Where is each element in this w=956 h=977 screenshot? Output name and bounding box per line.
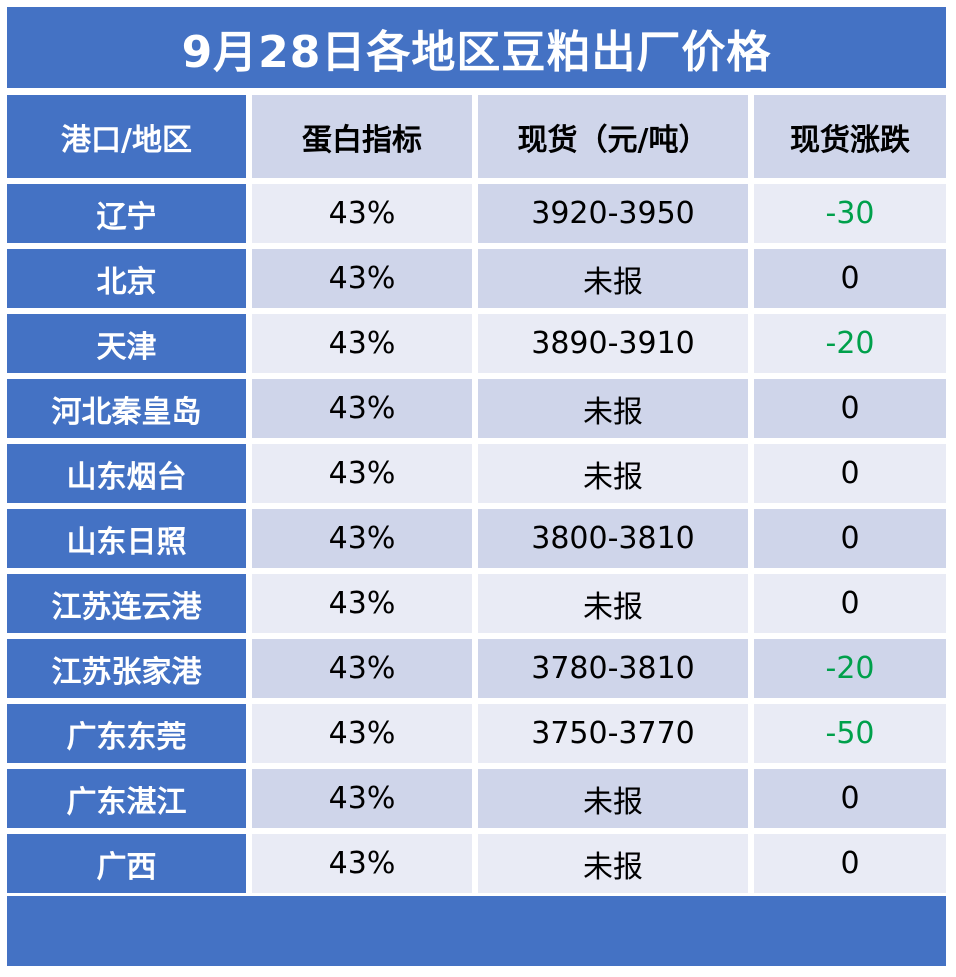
table-row-region: 广东湛江 xyxy=(7,769,246,828)
table-row-price-change: -30 xyxy=(754,184,946,243)
table-row-protein: 43% xyxy=(252,574,472,633)
table-row-price-change: 0 xyxy=(754,509,946,568)
price-table: 港口/地区 蛋白指标 现货（元/吨） 现货涨跌 辽宁 43% 3920-3950… xyxy=(7,95,946,893)
table-row-region: 江苏连云港 xyxy=(7,574,246,633)
table-row-price-change: 0 xyxy=(754,249,946,308)
table-row-spot-price: 未报 xyxy=(478,834,748,893)
footer-bar xyxy=(7,896,946,966)
table-row-protein: 43% xyxy=(252,314,472,373)
table-row-spot-price: 3890-3910 xyxy=(478,314,748,373)
table-row-region: 河北秦皇岛 xyxy=(7,379,246,438)
table-row-spot-price: 未报 xyxy=(478,574,748,633)
table-row-price-change: -20 xyxy=(754,314,946,373)
table-row-protein: 43% xyxy=(252,509,472,568)
table-row-spot-price: 未报 xyxy=(478,444,748,503)
table-row-spot-price: 3780-3810 xyxy=(478,639,748,698)
table-row-protein: 43% xyxy=(252,704,472,763)
column-header-spot-price: 现货（元/吨） xyxy=(478,95,748,178)
table-row-protein: 43% xyxy=(252,444,472,503)
table-row-spot-price: 3750-3770 xyxy=(478,704,748,763)
table-row-region: 山东烟台 xyxy=(7,444,246,503)
table-row-price-change: 0 xyxy=(754,834,946,893)
table-row-protein: 43% xyxy=(252,834,472,893)
table-row-region: 广西 xyxy=(7,834,246,893)
table-row-protein: 43% xyxy=(252,639,472,698)
column-header-protein: 蛋白指标 xyxy=(252,95,472,178)
table-row-protein: 43% xyxy=(252,379,472,438)
table-row-region: 天津 xyxy=(7,314,246,373)
table-row-protein: 43% xyxy=(252,249,472,308)
table-row-price-change: 0 xyxy=(754,769,946,828)
table-row-protein: 43% xyxy=(252,184,472,243)
table-row-spot-price: 未报 xyxy=(478,249,748,308)
column-header-price-change: 现货涨跌 xyxy=(754,95,946,178)
table-row-region: 江苏张家港 xyxy=(7,639,246,698)
page-title: 9月28日各地区豆粕出厂价格 xyxy=(7,7,946,88)
table-row-region: 北京 xyxy=(7,249,246,308)
table-row-price-change: -20 xyxy=(754,639,946,698)
table-row-spot-price: 未报 xyxy=(478,379,748,438)
table-row-price-change: 0 xyxy=(754,379,946,438)
table-row-protein: 43% xyxy=(252,769,472,828)
table-row-spot-price: 3800-3810 xyxy=(478,509,748,568)
table-row-price-change: -50 xyxy=(754,704,946,763)
table-row-price-change: 0 xyxy=(754,574,946,633)
table-row-spot-price: 未报 xyxy=(478,769,748,828)
column-header-region: 港口/地区 xyxy=(7,95,246,178)
table-row-price-change: 0 xyxy=(754,444,946,503)
table-row-region: 山东日照 xyxy=(7,509,246,568)
table-row-region: 广东东莞 xyxy=(7,704,246,763)
table-row-spot-price: 3920-3950 xyxy=(478,184,748,243)
table-row-region: 辽宁 xyxy=(7,184,246,243)
